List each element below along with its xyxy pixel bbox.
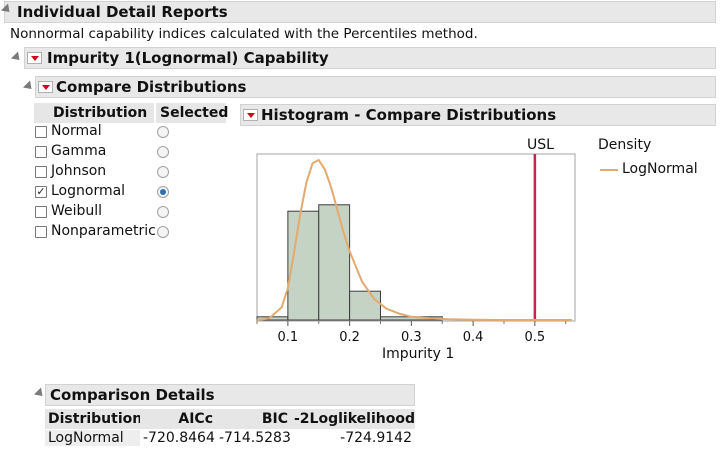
capability-title: Impurity 1(Lognormal) Capability bbox=[47, 49, 329, 67]
x-tick-label: 0.2 bbox=[339, 330, 360, 345]
comparison-column-header: AICc bbox=[140, 409, 216, 429]
distribution-selected-radio[interactable] bbox=[157, 226, 169, 238]
distribution-label: Nonparametric bbox=[51, 223, 156, 239]
x-tick-label: 0.4 bbox=[463, 330, 484, 345]
comparison-cell: LogNormal bbox=[45, 430, 140, 446]
distribution-label: Gamma bbox=[51, 143, 107, 159]
distribution-selected-radio[interactable] bbox=[157, 206, 169, 218]
distribution-checkbox[interactable] bbox=[35, 206, 47, 218]
compare-hotspot-icon[interactable] bbox=[38, 81, 53, 93]
distribution-checkbox[interactable] bbox=[35, 126, 47, 138]
x-tick-label: 0.3 bbox=[401, 330, 422, 345]
distribution-checkbox[interactable] bbox=[35, 226, 47, 238]
compare-distributions-header[interactable]: Compare Distributions bbox=[35, 76, 716, 98]
histogram-title: Histogram - Compare Distributions bbox=[261, 106, 557, 124]
x-axis-label: Impurity 1 bbox=[382, 346, 455, 362]
distribution-label: Lognormal bbox=[51, 183, 126, 199]
capability-hotspot-icon[interactable] bbox=[27, 52, 42, 64]
legend-line-icon bbox=[600, 169, 618, 171]
distribution-checkbox[interactable] bbox=[35, 146, 47, 158]
legend-item-lognormal[interactable]: LogNormal bbox=[622, 161, 698, 177]
distribution-selected-radio[interactable] bbox=[157, 186, 169, 198]
comparison-details-header[interactable]: Comparison Details bbox=[45, 384, 415, 406]
comparison-cell: -724.9142 bbox=[340, 430, 412, 446]
comparison-column-header: -2Loglikelihood bbox=[291, 409, 415, 429]
comparison-cell: -714.5283 bbox=[219, 430, 291, 446]
distribution-column-header: Distribution bbox=[34, 103, 154, 123]
capability-method-note: Nonnormal capability indices calculated … bbox=[10, 26, 478, 42]
distribution-checkbox[interactable]: ✓ bbox=[35, 185, 47, 198]
distribution-selected-radio[interactable] bbox=[157, 166, 169, 178]
x-tick-label: 0.5 bbox=[525, 330, 546, 345]
distribution-label: Johnson bbox=[51, 163, 107, 179]
histogram-header[interactable]: Histogram - Compare Distributions bbox=[240, 104, 716, 126]
distribution-checkbox[interactable] bbox=[35, 166, 47, 178]
histogram-hotspot-icon[interactable] bbox=[243, 109, 258, 121]
individual-detail-reports-header[interactable]: Individual Detail Reports bbox=[4, 1, 716, 23]
distribution-selected-radio[interactable] bbox=[157, 126, 169, 138]
comparison-cell: -720.8464 bbox=[143, 430, 215, 446]
comparison-details-title: Comparison Details bbox=[50, 386, 215, 404]
selected-column-header: Selected bbox=[156, 103, 228, 123]
comparison-column-header: BIC bbox=[216, 409, 291, 429]
lognormal-density-curve bbox=[256, 159, 572, 321]
usl-label: USL bbox=[527, 137, 554, 153]
comparison-column-header: Distribution bbox=[45, 409, 142, 429]
histogram-bar bbox=[318, 204, 351, 321]
legend-title: Density bbox=[598, 137, 652, 153]
histogram-bar bbox=[287, 210, 320, 321]
distribution-label: Normal bbox=[51, 123, 102, 139]
distribution-selected-radio[interactable] bbox=[157, 146, 169, 158]
histogram-bar bbox=[349, 290, 381, 321]
distribution-label: Weibull bbox=[51, 203, 103, 219]
compare-distributions-title: Compare Distributions bbox=[56, 78, 247, 96]
x-tick-label: 0.1 bbox=[278, 330, 299, 345]
individual-detail-reports-title: Individual Detail Reports bbox=[17, 3, 228, 21]
capability-header[interactable]: Impurity 1(Lognormal) Capability bbox=[24, 47, 716, 69]
